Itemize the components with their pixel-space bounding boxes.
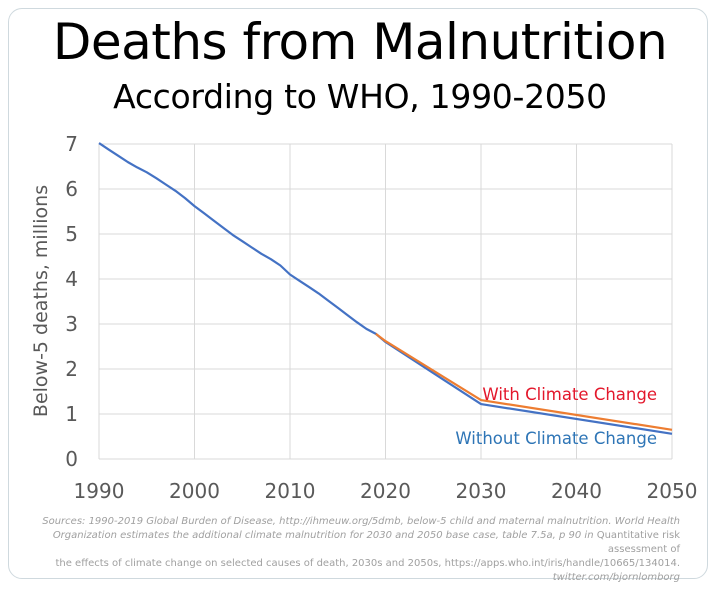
- sources-line-2-italic: Organization estimates the additional cl…: [52, 530, 594, 541]
- y-tick-label: 3: [65, 312, 78, 336]
- x-tick-label: 2030: [456, 479, 507, 503]
- legend-with-climate-change: With Climate Change: [482, 385, 657, 404]
- y-tick-labels: 0 1 2 3 4 5 6 7: [65, 132, 78, 471]
- series-lines: [98, 142, 673, 435]
- y-tick-label: 7: [65, 132, 78, 156]
- x-tick-label: 2000: [169, 479, 220, 503]
- sources-line-3: the effects of climate change on selecte…: [55, 558, 680, 569]
- y-tick-label: 4: [65, 267, 78, 291]
- legend-without-climate-change: Without Climate Change: [455, 429, 657, 448]
- sources-note: Sources: 1990-2019 Global Burden of Dise…: [20, 515, 680, 585]
- chart-title: Deaths from Malnutrition: [52, 13, 668, 71]
- x-tick-label: 1990: [74, 479, 125, 503]
- y-axis-label: Below-5 deaths, millions: [30, 185, 52, 417]
- gridlines: [98, 143, 673, 460]
- chart-subtitle: According to WHO, 1990-2050: [113, 77, 607, 116]
- x-tick-label: 2050: [647, 479, 698, 503]
- y-tick-label: 5: [65, 222, 78, 246]
- sources-line-2-upright: Quantitative risk assessment of: [593, 530, 680, 555]
- sources-credit: twitter.com/bjornlomborg: [552, 572, 680, 583]
- y-tick-label: 0: [65, 447, 78, 471]
- tweet-image-card: [8, 8, 708, 579]
- x-tick-label: 2040: [551, 479, 602, 503]
- y-tick-label: 2: [65, 357, 78, 381]
- x-tick-labels: 1990 2000 2010 2020 2030 2040 2050: [74, 479, 698, 503]
- sources-line-1: Sources: 1990-2019 Global Burden of Dise…: [42, 516, 680, 527]
- series-line-without-climate-change: [98, 142, 673, 435]
- y-tick-label: 1: [65, 402, 78, 426]
- sources-line-2: Organization estimates the additional cl…: [20, 529, 680, 557]
- series-line-with-climate-change: [375, 333, 673, 431]
- x-tick-label: 2010: [265, 479, 316, 503]
- y-tick-label: 6: [65, 177, 78, 201]
- x-tick-label: 2020: [360, 479, 411, 503]
